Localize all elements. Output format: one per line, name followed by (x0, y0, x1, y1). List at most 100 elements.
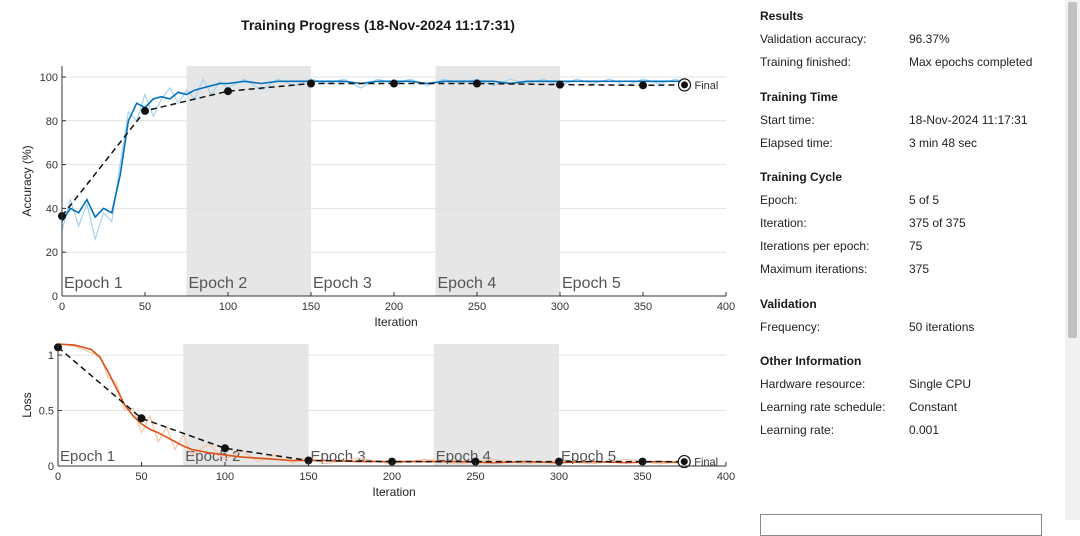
x-axis-label: Iteration (374, 315, 417, 329)
y-tick-label: 20 (46, 247, 58, 259)
info-value: Constant (909, 400, 958, 414)
epoch-band (435, 66, 560, 296)
info-value: 75 (909, 239, 923, 253)
loss-chart: Epoch 1 Epoch 2 Epoch 3 Epoch 4 Epoch 5 Final… (20, 343, 735, 499)
epoch-label: Epoch 3 (313, 275, 372, 292)
epoch-label: Epoch 1 (60, 448, 115, 465)
section-title: Results (760, 9, 804, 23)
y-tick-label: 40 (46, 203, 58, 215)
info-label: Frequency: (760, 320, 821, 334)
y-tick-label: 0 (52, 291, 58, 303)
validation-point (556, 80, 564, 89)
info-label: Epoch: (760, 193, 798, 207)
x-tick-label: 200 (383, 471, 401, 483)
validation-point (307, 79, 315, 88)
y-axis-label: Loss (20, 392, 34, 417)
info-label: Iteration: (760, 216, 807, 230)
info-label: Learning rate schedule: (760, 400, 886, 414)
validation-point (555, 457, 563, 466)
validation-point (224, 87, 232, 96)
x-tick-label: 100 (216, 471, 234, 483)
info-label: Start time: (760, 113, 815, 127)
bottom-panel-box (760, 514, 1042, 536)
info-label: Elapsed time: (760, 136, 833, 150)
vertical-scrollbar[interactable] (1065, 0, 1080, 520)
section-title: Training Time (760, 90, 838, 104)
epoch-label: Epoch 2 (185, 448, 240, 465)
info-value: 0.001 (909, 423, 940, 437)
epoch-label: Epoch 5 (562, 275, 621, 292)
epoch-label: Epoch 1 (64, 275, 123, 292)
validation-point (304, 456, 313, 465)
x-tick-label: 50 (135, 471, 147, 483)
y-tick-label: 0.5 (39, 406, 54, 418)
validation-point (390, 79, 398, 88)
x-tick-label: 400 (717, 301, 735, 313)
x-tick-label: 150 (299, 471, 317, 483)
info-value: 3 min 48 sec (909, 136, 978, 150)
info-value: 50 iterations (909, 320, 975, 334)
epoch-label: Epoch 5 (561, 448, 616, 465)
scrollbar-thumb[interactable] (1068, 2, 1077, 338)
validation-point (471, 457, 480, 466)
epoch-label: Epoch 3 (311, 448, 366, 465)
x-tick-label: 250 (468, 301, 486, 313)
x-tick-label: 350 (633, 471, 651, 483)
info-value: 5 of 5 (909, 193, 940, 207)
section-title: Training Cycle (760, 170, 843, 184)
y-tick-label: 0 (48, 461, 54, 473)
x-tick-label: 300 (551, 301, 569, 313)
info-value: 375 of 375 (909, 216, 966, 230)
validation-point (141, 106, 149, 115)
info-value: 96.37% (909, 32, 950, 46)
x-tick-label: 0 (59, 301, 65, 313)
section-title: Validation (760, 297, 817, 311)
final-label: Final (694, 457, 718, 469)
info-label: Maximum iterations: (760, 262, 868, 276)
x-tick-label: 400 (717, 471, 735, 483)
epoch-band (186, 66, 311, 296)
plot-area (62, 66, 726, 296)
validation-point (137, 414, 146, 423)
info-label: Validation accuracy: (760, 32, 867, 46)
epoch-label: Epoch 2 (189, 275, 248, 292)
y-tick-label: 100 (40, 72, 58, 84)
validation-point (221, 444, 229, 453)
info-value: Single CPU (909, 377, 972, 391)
y-tick-label: 1 (48, 350, 54, 362)
training-plots: Training Progress (18-Nov-2024 11:17:31)… (20, 17, 735, 499)
y-tick-label: 80 (46, 116, 58, 128)
x-tick-label: 50 (139, 301, 151, 313)
info-value: Max epochs completed (909, 55, 1033, 69)
info-label: Learning rate: (760, 423, 835, 437)
y-tick-label: 60 (46, 160, 58, 172)
x-tick-label: 0 (55, 471, 61, 483)
x-tick-label: 100 (219, 301, 237, 313)
x-tick-label: 150 (302, 301, 320, 313)
section-title: Other Information (760, 354, 862, 368)
epoch-label: Epoch 4 (438, 275, 497, 292)
plots-area: Training Progress (18-Nov-2024 11:17:31)… (20, 17, 735, 499)
x-tick-label: 200 (385, 301, 403, 313)
final-label: Final (695, 80, 719, 92)
x-tick-label: 300 (550, 471, 568, 483)
validation-point (638, 457, 647, 466)
epoch-band (183, 344, 309, 466)
epoch-band (433, 344, 559, 466)
page-title: Training Progress (18-Nov-2024 11:17:31) (241, 17, 515, 33)
x-axis-label: Iteration (372, 485, 415, 499)
y-axis-label: Accuracy (%) (20, 145, 34, 216)
info-value: 18-Nov-2024 11:17:31 (909, 113, 1028, 127)
validation-point (639, 81, 647, 90)
info-panel: Results Validation accuracy: 96.37% Trainin… (745, 0, 1065, 520)
x-tick-label: 350 (634, 301, 652, 313)
info-value: 375 (909, 262, 930, 276)
plot-area (58, 344, 726, 466)
info-label: Iterations per epoch: (760, 239, 870, 253)
final-marker (681, 81, 688, 89)
validation-point (388, 457, 396, 466)
x-tick-label: 250 (466, 471, 484, 483)
final-marker (680, 458, 688, 466)
info-label: Training finished: (760, 55, 851, 69)
validation-point (473, 79, 481, 88)
